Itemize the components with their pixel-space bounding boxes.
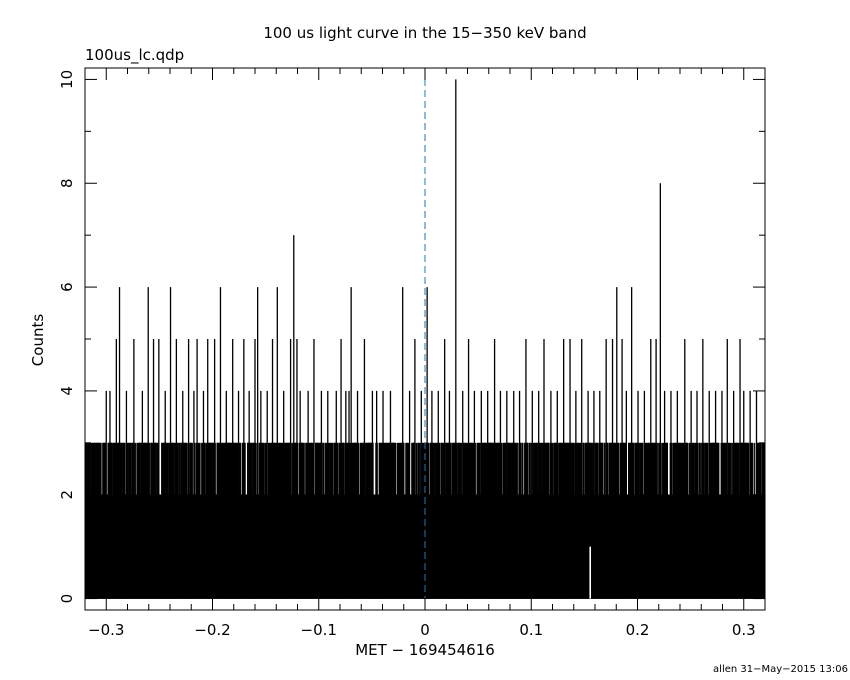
file-label: 100us_lc.qdp (85, 46, 184, 65)
light-curve-series (84, 79, 766, 599)
chart-title: 100 us light curve in the 15−350 keV ban… (263, 24, 586, 42)
